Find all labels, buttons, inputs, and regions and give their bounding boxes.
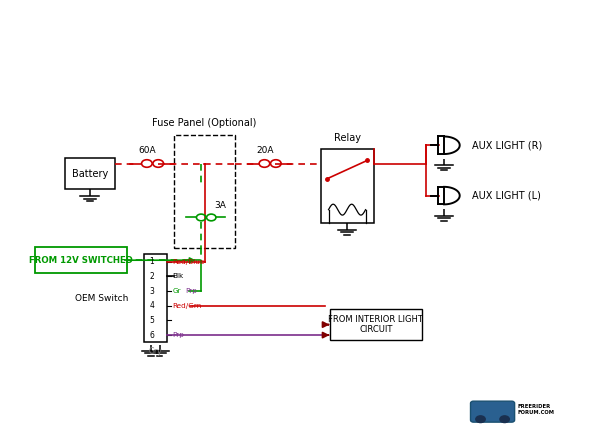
Text: FREERIDER
FORUM.COM: FREERIDER FORUM.COM xyxy=(518,404,554,415)
Text: Blk: Blk xyxy=(172,274,184,279)
Text: Red/Grn: Red/Grn xyxy=(172,303,202,309)
Text: Gry: Gry xyxy=(149,347,162,356)
FancyBboxPatch shape xyxy=(144,254,167,343)
Text: Prp: Prp xyxy=(172,332,184,338)
Text: 5: 5 xyxy=(149,316,154,325)
Circle shape xyxy=(500,416,509,423)
Text: 3: 3 xyxy=(149,287,154,295)
FancyBboxPatch shape xyxy=(320,149,373,223)
FancyBboxPatch shape xyxy=(65,158,115,189)
Text: FROM 12V SWITCHED: FROM 12V SWITCHED xyxy=(29,256,133,265)
Text: Battery: Battery xyxy=(71,169,108,179)
Text: 6: 6 xyxy=(149,331,154,340)
Text: Red/Blue: Red/Blue xyxy=(172,259,205,265)
Text: 2: 2 xyxy=(149,272,154,281)
FancyBboxPatch shape xyxy=(35,247,127,273)
Text: 20A: 20A xyxy=(256,146,274,155)
Circle shape xyxy=(476,416,485,423)
Text: AUX LIGHT (L): AUX LIGHT (L) xyxy=(472,191,541,201)
Text: 4: 4 xyxy=(149,301,154,310)
Text: OEM Switch: OEM Switch xyxy=(75,294,128,303)
Text: 3A: 3A xyxy=(214,201,226,210)
Text: AUX LIGHT (R): AUX LIGHT (R) xyxy=(472,140,542,150)
Text: Relay: Relay xyxy=(334,133,361,143)
Text: Fuse Panel (Optional): Fuse Panel (Optional) xyxy=(152,118,257,128)
FancyBboxPatch shape xyxy=(330,309,422,340)
Text: Prp: Prp xyxy=(185,288,197,294)
FancyBboxPatch shape xyxy=(173,135,235,248)
Text: 1: 1 xyxy=(149,257,154,266)
FancyBboxPatch shape xyxy=(470,401,515,422)
Text: FROM INTERIOR LIGHT
CIRCUIT: FROM INTERIOR LIGHT CIRCUIT xyxy=(328,315,423,334)
Text: 60A: 60A xyxy=(139,146,156,155)
Text: Gr: Gr xyxy=(172,288,181,294)
